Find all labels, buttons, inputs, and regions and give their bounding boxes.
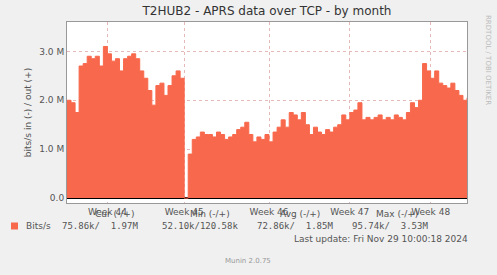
svg-text:Bits/s: Bits/s [26,221,51,231]
svg-text:Min (-/+): Min (-/+) [190,209,230,219]
svg-text:T2HUB2 - APRS data over TCP -: T2HUB2 - APRS data over TCP - by month [142,4,392,18]
svg-text:2.0 M: 2.0 M [39,95,64,105]
svg-text:Munin 2.0.75: Munin 2.0.75 [225,257,271,265]
svg-text:52.10k/120.58k: 52.10k/120.58k [162,221,238,231]
svg-text:95.74k/ 3.53M: 95.74k/ 3.53M [352,221,428,231]
svg-text:Last update: Fri Nov 29 10:00:: Last update: Fri Nov 29 10:00:18 2024 [294,234,468,244]
svg-text:Cur (-/+): Cur (-/+) [95,209,134,219]
svg-text:0.0: 0.0 [50,193,65,203]
svg-text:75.86k/ 1.97M: 75.86k/ 1.97M [62,221,138,231]
svg-text:Avg (-/+): Avg (-/+) [280,209,320,219]
svg-text:3.0 M: 3.0 M [39,47,64,57]
svg-text:Week 47: Week 47 [330,207,369,217]
svg-text:Week 48: Week 48 [411,207,450,217]
svg-text:Week 44: Week 44 [88,207,127,217]
svg-text:bits/s in (-) / out (+): bits/s in (-) / out (+) [23,68,33,157]
svg-text:Week 45: Week 45 [165,207,204,217]
svg-text:RRDTOOL / TOBI OETIKER: RRDTOOL / TOBI OETIKER [484,15,492,105]
svg-text:Max (-/+): Max (-/+) [376,209,418,219]
svg-text:Week 46: Week 46 [250,207,289,217]
svg-text:1.0 M: 1.0 M [39,144,64,154]
svg-text:72.86k/ 1.85M: 72.86k/ 1.85M [257,221,333,231]
